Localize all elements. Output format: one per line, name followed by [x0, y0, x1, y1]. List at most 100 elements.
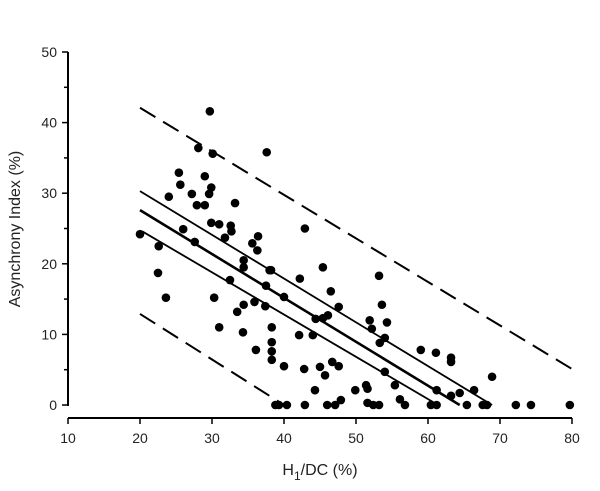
- data-point: [253, 246, 262, 255]
- data-point: [455, 388, 464, 398]
- y-axis-title: Asynchrony Index (%): [7, 151, 24, 308]
- data-point: [526, 400, 536, 410]
- data-point: [253, 231, 263, 241]
- data-point: [214, 323, 224, 332]
- data-point: [432, 385, 441, 395]
- x-tick-label: 40: [276, 430, 292, 446]
- data-point: [267, 323, 277, 332]
- data-point: [400, 400, 410, 410]
- data-point: [299, 364, 309, 374]
- data-point: [322, 400, 332, 410]
- data-point: [209, 293, 219, 302]
- data-point: [390, 380, 400, 390]
- data-point: [282, 400, 292, 410]
- data-point: [239, 300, 248, 310]
- data-point: [431, 348, 441, 358]
- data-point: [334, 361, 344, 371]
- data-point: [261, 281, 271, 290]
- data-point: [220, 233, 230, 242]
- data-point: [326, 287, 336, 296]
- data-point: [267, 347, 277, 356]
- data-point: [248, 239, 257, 248]
- data-point: [327, 357, 337, 367]
- data-point: [318, 263, 328, 272]
- data-point: [336, 395, 346, 405]
- data-point: [310, 385, 320, 395]
- x-axis-ticks: 10 20 30 40 50 60 70 80: [60, 418, 580, 446]
- data-point: [320, 371, 330, 380]
- data-point: [214, 219, 224, 229]
- data-point: [192, 200, 202, 210]
- x-axis-title-main: H: [282, 462, 294, 479]
- data-point: [311, 314, 320, 324]
- confidence-lower-line: [141, 230, 439, 406]
- x-axis-title-subscript: 1: [294, 469, 301, 483]
- data-point: [238, 327, 248, 337]
- data-point: [300, 224, 310, 233]
- y-tick-label: 40: [41, 115, 57, 131]
- x-tick-label: 50: [348, 430, 364, 446]
- data-point: [380, 367, 390, 377]
- data-point: [446, 391, 456, 401]
- data-point: [374, 400, 384, 410]
- data-point: [161, 293, 171, 302]
- data-point: [135, 229, 145, 239]
- data-point: [295, 274, 305, 283]
- data-point: [377, 300, 387, 310]
- data-point: [416, 345, 426, 355]
- x-tick-label: 70: [492, 430, 508, 446]
- data-point: [315, 362, 325, 372]
- data-point: [446, 357, 456, 367]
- x-axis-title-rest: /DC (%): [301, 462, 358, 479]
- x-tick-label: 60: [420, 430, 436, 446]
- x-axis-title: H1/DC (%): [282, 462, 357, 483]
- data-point: [153, 268, 163, 278]
- axes: 0 10 20 30 40 50 10 20 30 40 50 60 70 80: [41, 44, 580, 446]
- data-point: [511, 400, 521, 410]
- x-tick-label: 20: [132, 430, 148, 446]
- data-point: [363, 384, 372, 394]
- prediction-lower-line: [139, 313, 285, 406]
- data-point: [382, 318, 392, 327]
- regression-line: [139, 209, 461, 407]
- y-tick-label: 20: [41, 256, 57, 272]
- x-tick-label: 10: [60, 430, 76, 446]
- data-point: [367, 324, 377, 334]
- data-point: [206, 183, 216, 192]
- data-point: [225, 275, 235, 285]
- data-point: [164, 192, 174, 202]
- fit-lines: [139, 106, 573, 407]
- data-point: [462, 400, 472, 410]
- data-point: [260, 301, 270, 311]
- prediction-upper-line: [139, 106, 573, 370]
- x-tick-label: 30: [204, 430, 220, 446]
- data-point: [279, 361, 289, 371]
- data-point: [482, 400, 492, 410]
- data-point: [205, 107, 215, 116]
- data-point: [350, 385, 360, 395]
- data-point: [365, 315, 374, 325]
- confidence-upper-line: [139, 190, 493, 406]
- data-point: [300, 400, 310, 410]
- data-point: [279, 292, 289, 302]
- data-point: [374, 271, 384, 281]
- data-point: [206, 218, 216, 228]
- data-point: [274, 400, 284, 410]
- data-point: [267, 355, 277, 365]
- data-point: [294, 330, 304, 340]
- data-point: [330, 400, 340, 410]
- y-tick-label: 10: [41, 326, 57, 342]
- data-point: [469, 385, 479, 395]
- data-point: [174, 168, 184, 178]
- data-point: [432, 400, 441, 410]
- data-point: [178, 224, 188, 234]
- data-point: [200, 200, 210, 210]
- data-point: [565, 400, 575, 410]
- data-point: [194, 143, 203, 153]
- x-tick-label: 80: [564, 430, 580, 446]
- data-point: [308, 330, 318, 340]
- data-point: [187, 189, 197, 199]
- data-point: [487, 372, 497, 382]
- data-point: [230, 198, 240, 208]
